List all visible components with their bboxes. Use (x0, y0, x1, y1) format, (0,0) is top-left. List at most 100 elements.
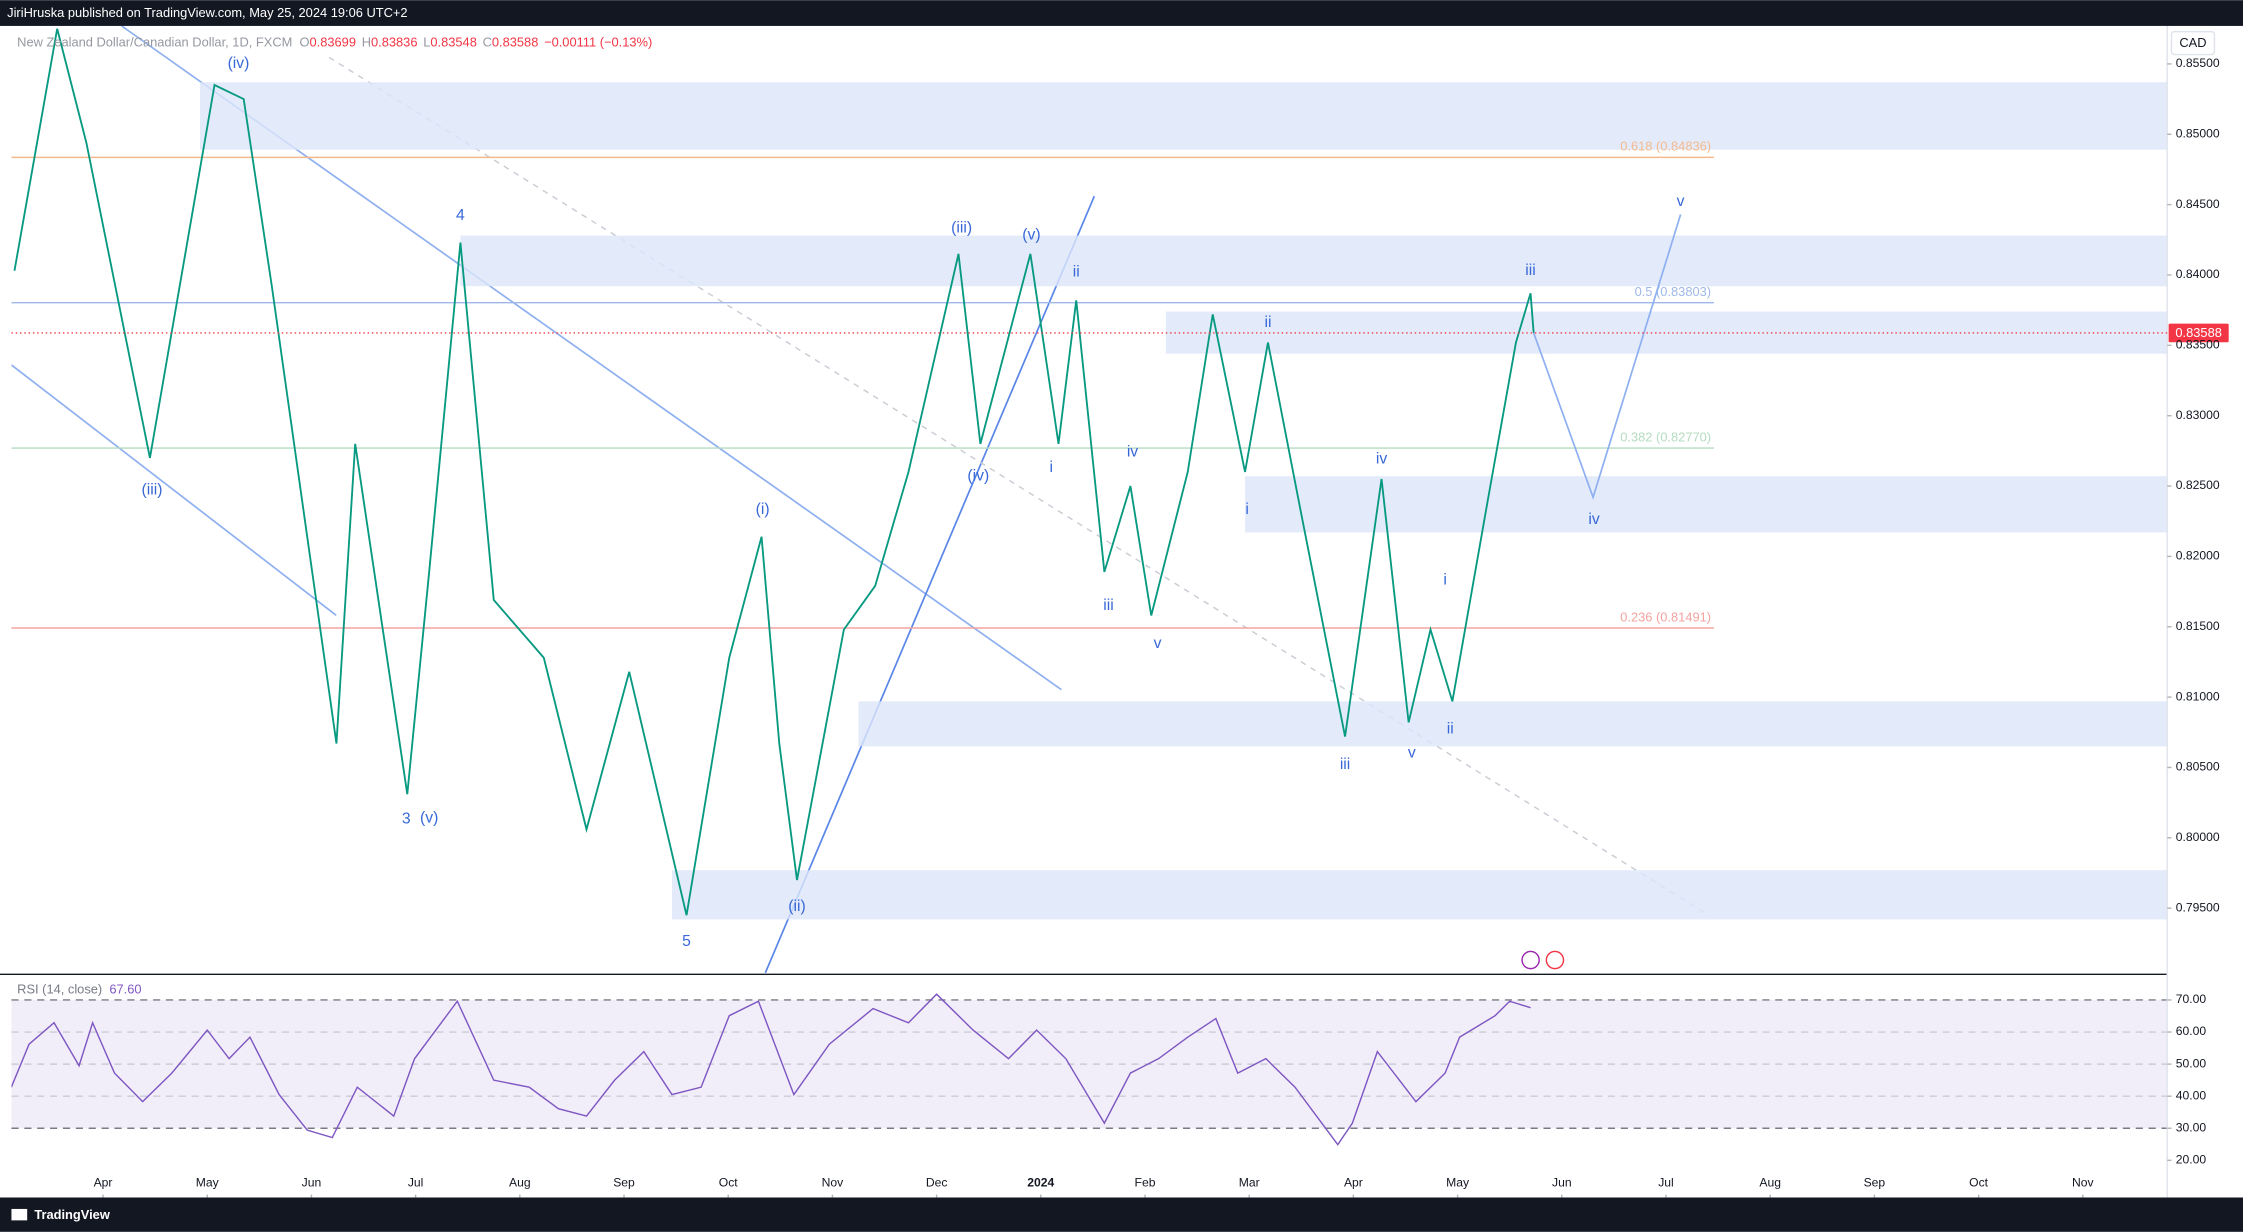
y-tick-label: 70.00 (2176, 992, 2207, 1006)
x-tick-label: Jun (1552, 1175, 1572, 1189)
rsi-last: 67.60 (109, 981, 141, 996)
wave-label: iii (1340, 756, 1350, 773)
wave-label: ii (1264, 314, 1271, 331)
y-tick-label: 0.79500 (2176, 900, 2220, 914)
quote-label: H (362, 34, 371, 49)
quote-value: 0.83588 (492, 34, 538, 49)
wave-label: (i) (756, 501, 770, 518)
publisher: JiriHruska published on TradingView.com,… (7, 5, 407, 20)
y-tick-label: 0.81000 (2176, 689, 2220, 703)
wave-label: ii (1073, 263, 1080, 280)
price-line (13, 28, 1535, 916)
zone (671, 870, 2168, 920)
x-tick-label: May (196, 1175, 220, 1189)
last-price-label: 0.83588 (2175, 325, 2221, 340)
wave-label: 3 (402, 811, 411, 828)
x-tick-label: Feb (1135, 1175, 1156, 1189)
wave-label: (iv) (228, 55, 250, 72)
fib-label: 0.382 (0.82770) (1620, 429, 1711, 444)
y-tick-label: 0.83000 (2176, 408, 2220, 422)
currency[interactable]: CAD (2179, 35, 2206, 50)
x-tick-label: Aug (509, 1175, 531, 1189)
event-icon[interactable] (1545, 950, 1565, 970)
y-tick-label: 0.84000 (2176, 267, 2220, 281)
last-price-box (2168, 323, 2229, 343)
x-tick-label: Apr (94, 1175, 113, 1189)
x-tick-label: Nov (2072, 1175, 2095, 1189)
x-tick-label: Jul (408, 1175, 424, 1189)
x-tick-label: Oct (719, 1175, 739, 1189)
wave-label: v (1677, 193, 1685, 210)
projection-line (1532, 214, 1682, 501)
y-tick-label: 0.82500 (2176, 478, 2220, 492)
x-tick-label: Aug (1759, 1175, 1781, 1189)
wave-label: iii (1525, 262, 1535, 279)
y-tick-label: 0.84500 (2176, 197, 2220, 211)
quote-value: 0.83699 (310, 34, 356, 49)
y-tick-label: 0.80500 (2176, 760, 2220, 774)
wave-label: (iii) (142, 481, 163, 498)
x-tick-label: Apr (1344, 1175, 1363, 1189)
wave-label: iv (1588, 511, 1599, 528)
quote-label: O (299, 34, 309, 49)
x-tick-label: Nov (822, 1175, 845, 1189)
wave-label: 5 (682, 933, 691, 950)
zone (1245, 476, 2168, 533)
zone (460, 235, 2168, 287)
trendline (764, 195, 1096, 973)
wave-label: (ii) (788, 898, 805, 915)
wave-label: i (1245, 501, 1249, 518)
wave-label: i (1049, 459, 1053, 476)
y-tick-label: 40.00 (2176, 1088, 2207, 1102)
trendline (328, 56, 1710, 917)
quote-label: L (423, 34, 430, 49)
wave-label: iv (1376, 450, 1387, 467)
fib-label: 0.5 (0.83803) (1635, 284, 1712, 299)
y-tick-label: 0.82000 (2176, 549, 2220, 563)
y-tick-label: 0.80000 (2176, 830, 2220, 844)
x-tick-label: Jun (302, 1175, 322, 1189)
fib-label: 0.618 (0.84836) (1620, 139, 1711, 154)
rsi-pane (11, 993, 2168, 1146)
event-icon[interactable] (1521, 950, 1540, 970)
x-tick-label: May (1446, 1175, 1470, 1189)
currency-box[interactable] (2170, 30, 2216, 56)
x-tick-label: Sep (1864, 1175, 1886, 1189)
bottom-bar (0, 1197, 2243, 1232)
x-tick-label: Dec (926, 1175, 948, 1189)
zone (858, 701, 2168, 747)
wave-label: (v) (1022, 227, 1040, 244)
wave-label: ii (1447, 721, 1454, 738)
quote-value: 0.83548 (430, 34, 476, 49)
quote-change: −0.00111 (−0.13%) (544, 34, 652, 49)
symbol: New Zealand Dollar/Canadian Dollar, 1D, … (17, 34, 292, 49)
y-tick-label: 20.00 (2176, 1153, 2207, 1167)
zone (199, 82, 2168, 150)
fib-label: 0.236 (0.81491) (1620, 609, 1711, 624)
footer-logo: TradingView (34, 1207, 111, 1222)
top-bar (0, 0, 2243, 26)
wave-label: v (1408, 745, 1416, 762)
y-tick-label: 0.85000 (2176, 126, 2220, 140)
wave-label: iv (1127, 443, 1138, 460)
y-tick-label: 0.81500 (2176, 619, 2220, 633)
x-tick-label: Mar (1239, 1175, 1260, 1189)
rsi-line (11, 993, 1531, 1146)
wave-label: (iii) (951, 220, 972, 237)
quote-value: 0.83836 (371, 34, 417, 49)
y-tick-label: 0.83500 (2176, 338, 2220, 352)
wave-label: iii (1103, 597, 1113, 614)
wave-label: (iv) (967, 467, 989, 484)
wave-label: v (1154, 635, 1162, 652)
y-tick-label: 30.00 (2176, 1120, 2207, 1134)
price-pane: 0.618 (0.84836) 0.5 (0.83803) 0.382 (0.827… (11, 25, 2168, 973)
y-tick-label: 60.00 (2176, 1024, 2207, 1038)
x-tick-label: Oct (1969, 1175, 1989, 1189)
logo-mark (11, 1208, 28, 1221)
x-tick-label: Jul (1658, 1175, 1674, 1189)
y-tick-label: 50.00 (2176, 1056, 2207, 1070)
trendline (11, 364, 337, 616)
wave-label: i (1443, 571, 1447, 588)
